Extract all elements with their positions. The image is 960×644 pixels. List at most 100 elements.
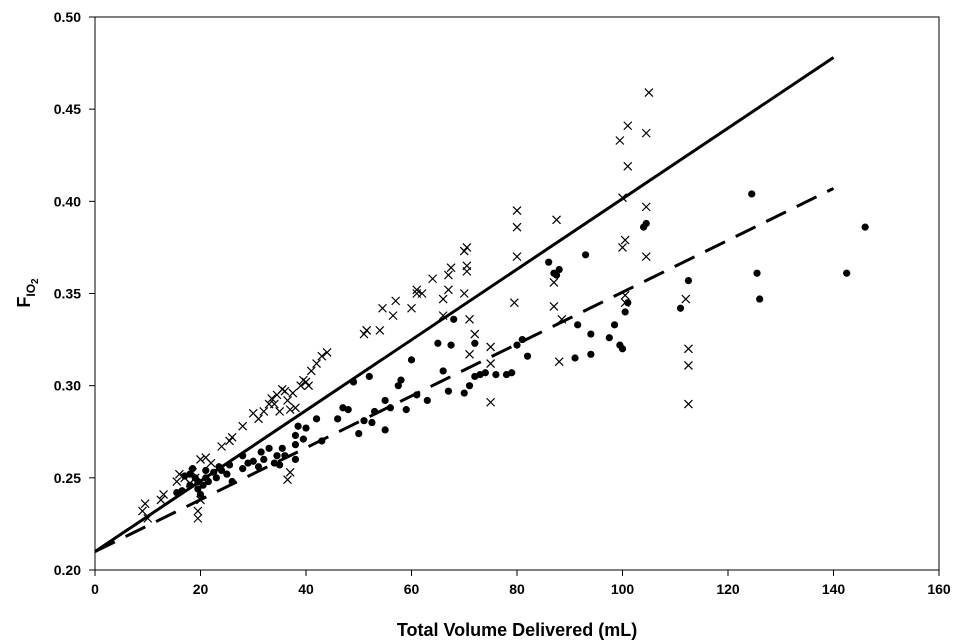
- dot-marker-point: [254, 463, 263, 471]
- dot-marker-point: [748, 190, 756, 198]
- y-tick-label: 0.30: [54, 378, 81, 394]
- x-marker-point: [259, 407, 269, 416]
- x-tick-label: 40: [298, 581, 314, 597]
- dot-marker-point: [186, 470, 194, 478]
- x-marker-point: [362, 325, 372, 335]
- dot-marker-point: [605, 334, 613, 342]
- x-tick-label: 60: [404, 581, 420, 597]
- x-axis-title: Total Volume Delivered (mL): [397, 620, 637, 640]
- x-marker-point: [306, 366, 316, 376]
- dot-marker-point: [202, 466, 210, 475]
- x-marker-point: [681, 294, 691, 304]
- x-marker-point: [227, 432, 237, 442]
- dot-marker-point: [621, 308, 629, 316]
- x-marker-point: [283, 395, 292, 405]
- dot-marker-point: [518, 335, 526, 344]
- dot-marker-point: [861, 223, 869, 231]
- dot-marker-point: [312, 415, 321, 423]
- x-marker-point: [375, 325, 385, 335]
- x-marker-point: [275, 407, 285, 416]
- dot-marker-point: [334, 415, 342, 423]
- dot-marker-point: [581, 251, 590, 259]
- dot-marker-point: [291, 431, 300, 440]
- x-marker-point: [238, 421, 248, 431]
- x-marker-point: [644, 88, 654, 98]
- x-marker-point: [140, 499, 150, 509]
- dot-marker-point: [571, 354, 579, 362]
- x-marker-point: [438, 311, 448, 321]
- dot-marker-point: [265, 444, 273, 452]
- dot-marker-point: [397, 376, 405, 384]
- dot-marker-point: [299, 435, 307, 443]
- x-marker-point: [620, 235, 630, 245]
- x-marker-point: [486, 342, 496, 352]
- x-marker-point: [172, 477, 182, 486]
- x-marker-point: [684, 360, 693, 370]
- x-marker-point: [557, 314, 567, 324]
- dot-marker-point: [210, 468, 218, 476]
- x-marker-point: [623, 121, 633, 131]
- x-marker-point: [138, 506, 147, 516]
- dot-marker-point: [394, 382, 402, 390]
- dot-marker-point: [552, 271, 561, 279]
- x-marker-point: [417, 289, 427, 298]
- x-marker-point: [388, 311, 398, 321]
- plot-area: [94, 16, 940, 571]
- x-marker-point: [296, 381, 306, 391]
- x-marker-point: [283, 475, 292, 485]
- data-points: [138, 88, 869, 523]
- dot-marker-point: [471, 339, 479, 347]
- x-tick-label: 80: [509, 581, 525, 597]
- x-marker-point: [618, 193, 627, 203]
- y-axis-title-main: F: [14, 297, 34, 308]
- dot-marker-point: [574, 321, 582, 329]
- dot-marker-point: [365, 372, 373, 381]
- x-marker-point: [512, 252, 522, 262]
- x-marker-point: [462, 261, 472, 271]
- x-marker-point: [267, 394, 277, 403]
- x-marker-point: [620, 290, 630, 300]
- dot-marker-point: [370, 407, 379, 416]
- dot-marker-point: [444, 387, 453, 395]
- x-marker-point: [486, 397, 496, 407]
- dot-marker-point: [294, 422, 302, 430]
- dot-marker-point: [278, 444, 286, 452]
- dot-marker-point: [212, 474, 220, 482]
- dot-marker-point: [450, 315, 458, 323]
- dot-marker-point: [360, 417, 368, 425]
- x-marker-point: [641, 252, 651, 262]
- dot-marker-point: [523, 352, 532, 360]
- x-marker-point: [317, 351, 327, 361]
- x-marker-point: [465, 349, 474, 359]
- dot-marker-point: [753, 269, 761, 277]
- x-marker-point: [549, 278, 559, 287]
- y-axis-tick-labels: 0.20 0.25 0.30 0.35 0.40 0.45 0.50: [54, 9, 81, 578]
- x-marker-point: [269, 399, 279, 409]
- x-marker-point: [322, 348, 332, 357]
- y-axis-ticks: [89, 16, 95, 571]
- dot-marker-point: [368, 418, 376, 427]
- x-marker-point: [641, 128, 651, 138]
- dot-marker-point: [676, 304, 685, 312]
- x-marker-point: [312, 359, 321, 368]
- dot-marker-point: [381, 426, 389, 434]
- x-marker-point: [196, 454, 205, 464]
- fit-line-dashed: [94, 187, 835, 553]
- x-marker-point: [459, 246, 469, 256]
- y-tick-label: 0.25: [54, 470, 81, 486]
- x-marker-point: [684, 399, 693, 409]
- x-marker-point: [254, 414, 263, 424]
- dot-marker-point: [204, 477, 213, 486]
- dot-marker-point: [196, 490, 205, 499]
- x-marker-point: [359, 329, 369, 339]
- y-tick-label: 0.20: [54, 562, 81, 578]
- dot-marker-point: [587, 330, 595, 338]
- x-marker-point: [470, 329, 480, 339]
- dot-marker-point: [402, 406, 410, 414]
- x-marker-point: [446, 263, 456, 273]
- dot-marker-point: [492, 371, 500, 379]
- dot-marker-point: [239, 465, 247, 473]
- x-marker-point: [412, 285, 422, 295]
- y-axis-title-sub: IO: [24, 284, 38, 297]
- x-marker-point: [193, 513, 203, 523]
